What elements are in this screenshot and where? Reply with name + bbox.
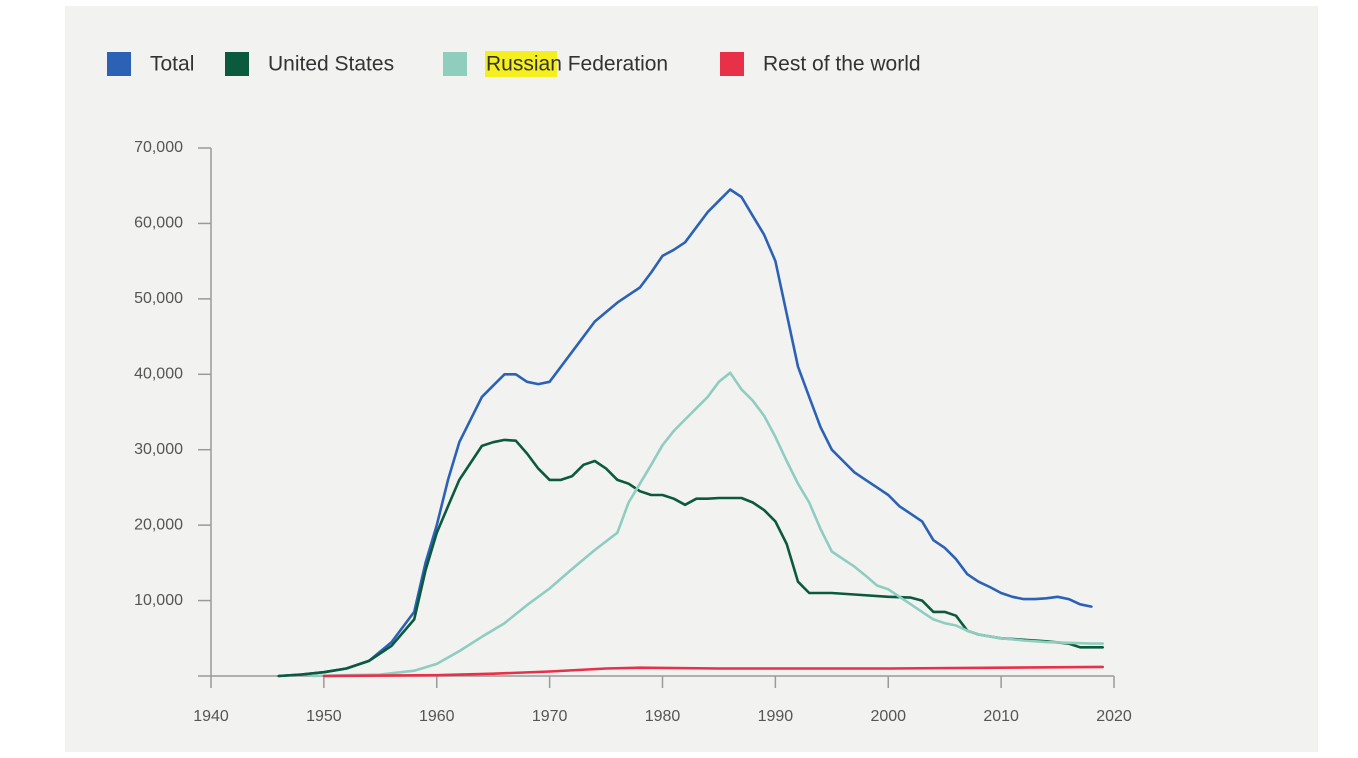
series-line: [277, 188, 1093, 678]
x-tick-label: 1970: [532, 708, 568, 725]
legend-label: Total: [150, 53, 194, 76]
legend-label: Rest of the world: [763, 53, 921, 76]
legend-label: Russian Federation: [486, 53, 668, 76]
x-tick-label: 1990: [758, 708, 794, 725]
series-line: [311, 371, 1104, 678]
legend-swatch: [225, 52, 249, 76]
series-line: [277, 438, 1104, 678]
y-tick-label: 10,000: [134, 592, 183, 609]
x-tick-label: 1940: [193, 708, 229, 725]
y-tick-label: 40,000: [134, 366, 183, 383]
highlight: [485, 51, 557, 77]
x-tick-label: 1960: [419, 708, 455, 725]
y-tick-label: 20,000: [134, 516, 183, 533]
y-tick-label: 60,000: [134, 215, 183, 232]
panel: [65, 6, 1318, 752]
x-tick-label: 2020: [1096, 708, 1132, 725]
legend-swatch: [720, 52, 744, 76]
x-tick-label: 1980: [645, 708, 681, 725]
x-tick-label: 1950: [306, 708, 342, 725]
legend-swatch: [443, 52, 467, 76]
y-tick-label: 30,000: [134, 441, 183, 458]
legend-swatch: [107, 52, 131, 76]
legend-label: United States: [268, 53, 394, 76]
series-line: [322, 665, 1104, 678]
y-tick-label: 70,000: [134, 139, 183, 156]
x-tick-label: 2010: [983, 708, 1019, 725]
y-tick-label: 50,000: [134, 290, 183, 307]
x-tick-label: 2000: [870, 708, 906, 725]
